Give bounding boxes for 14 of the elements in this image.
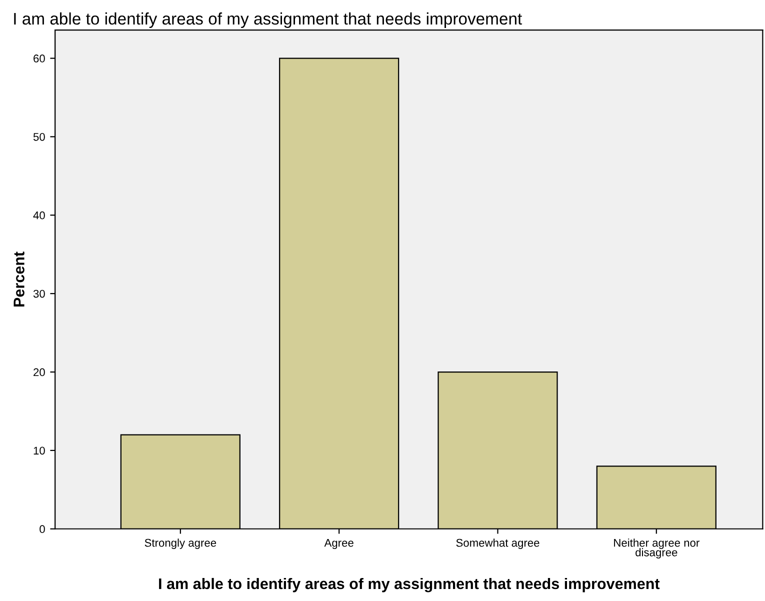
y-tick-label: 30 — [33, 290, 45, 298]
y-tick-label: 40 — [33, 211, 45, 220]
x-tick-label: Agree — [324, 539, 354, 549]
chart-title: I am able to identify areas of my assignment that needs improvement — [14, 12, 522, 28]
x-tick-label: Somewhat agree — [456, 538, 540, 549]
y-axis-title: Percent — [14, 252, 24, 306]
x-axis-title: I am able to identify areas of my assignment that needs improvement — [159, 578, 660, 592]
y-tick-label: 60 — [34, 54, 45, 62]
y-tick-label: 50 — [33, 132, 45, 141]
y-tick-label: 0 — [40, 525, 45, 534]
x-tick-label: Strongly agree — [144, 538, 216, 549]
y-tick-label: 20 — [34, 368, 45, 376]
y-tick-label: 10 — [34, 446, 45, 455]
x-tick-label: Neither agree nor disagree — [614, 538, 700, 559]
